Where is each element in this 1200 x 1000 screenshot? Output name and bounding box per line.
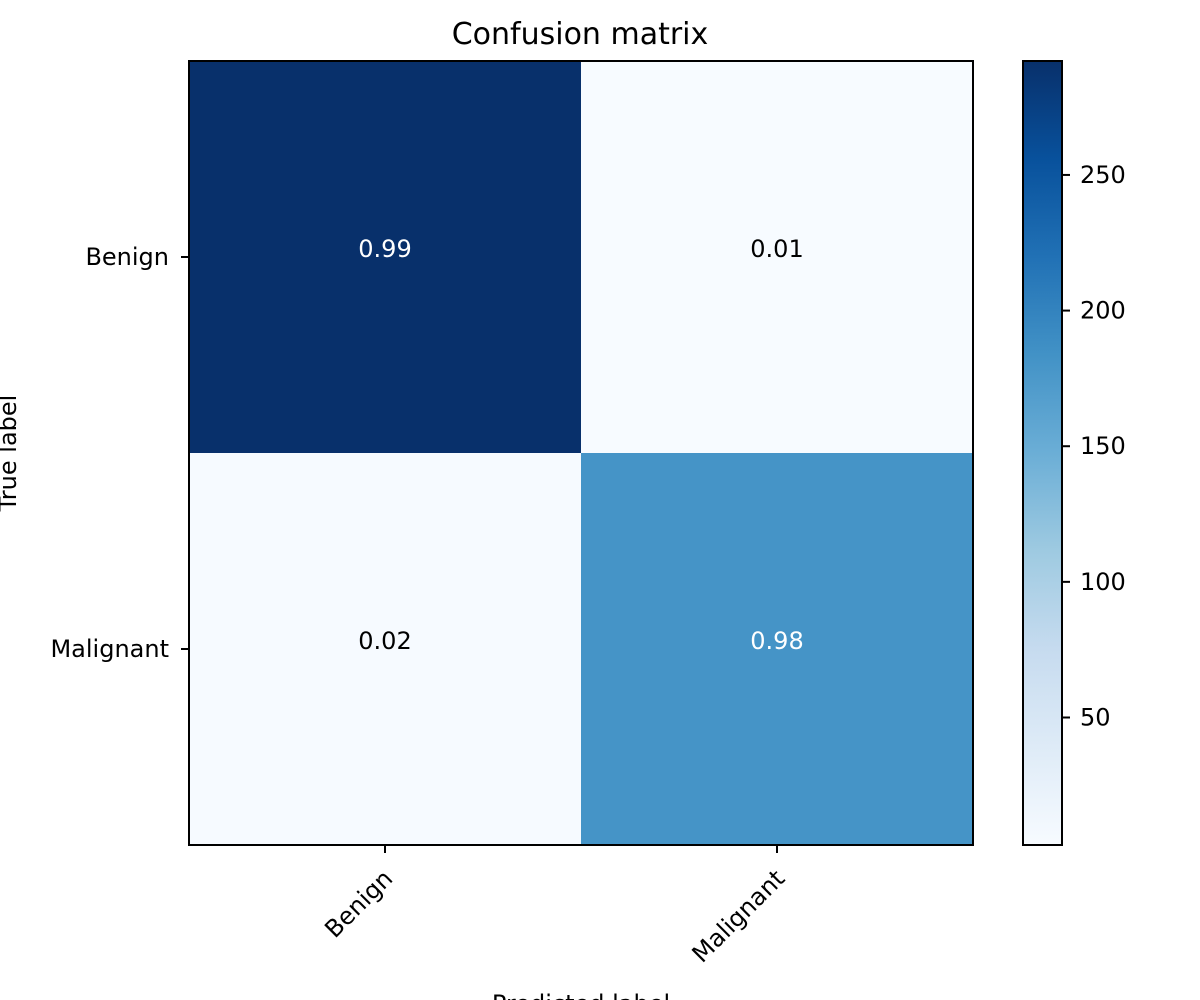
x-tick-label: Malignant <box>687 864 791 968</box>
colorbar-tick-label: 50 <box>1080 703 1111 731</box>
cell-value-label: 0.02 <box>358 627 411 655</box>
colorbar-ticks: 50 100 150 200 250 <box>1062 161 1126 731</box>
colorbar-tick-label: 250 <box>1080 161 1126 189</box>
colorbar-tick-label: 150 <box>1080 432 1126 460</box>
colorbar-tick-label: 100 <box>1080 568 1126 596</box>
cell-value-label: 0.01 <box>750 235 803 263</box>
chart-title: Confusion matrix <box>452 17 709 52</box>
y-tick-label: Malignant <box>50 635 169 663</box>
heatmap-cell <box>581 61 973 453</box>
plot-frame <box>188 60 974 846</box>
cell-value-label: 0.98 <box>750 627 803 655</box>
heatmap-cell <box>581 453 973 845</box>
x-axis-ticks: Benign Malignant <box>319 845 790 968</box>
y-tick-label: Benign <box>85 243 169 271</box>
heatmap-cells <box>189 61 973 845</box>
y-axis-ticks: Benign Malignant <box>50 243 189 663</box>
colorbar <box>1022 60 1063 846</box>
cell-value-label: 0.99 <box>358 235 411 263</box>
heatmap-cell <box>189 61 581 453</box>
heatmap-cell-labels: 0.99 0.01 0.02 0.98 <box>358 235 803 655</box>
colorbar-tick-label: 200 <box>1080 297 1126 325</box>
x-axis-label: Predicted label <box>492 990 670 1000</box>
heatmap-cell <box>189 453 581 845</box>
y-axis-label: True label <box>0 395 22 513</box>
x-tick-label: Benign <box>319 864 398 943</box>
